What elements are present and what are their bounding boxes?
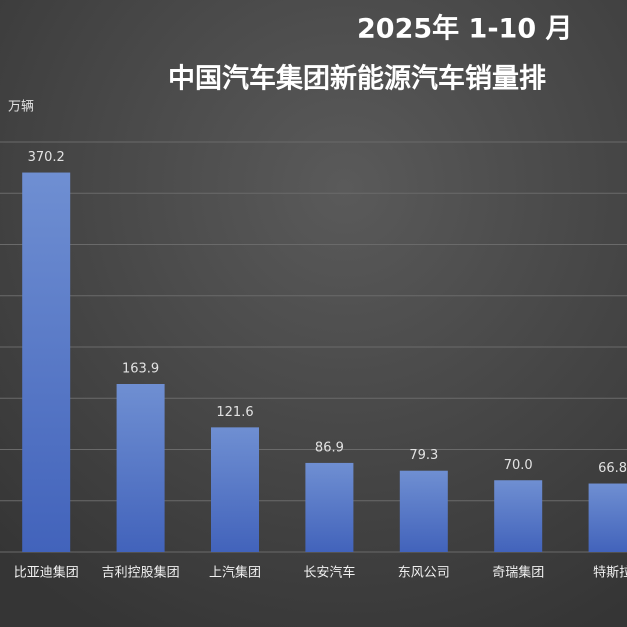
x-tick-label: 上汽集团 — [209, 565, 261, 581]
bar — [22, 172, 71, 553]
x-tick-label: 特斯拉 — [593, 566, 627, 581]
x-tick-label: 吉利控股集团 — [102, 565, 180, 581]
x-tick-label: 长安汽车 — [303, 565, 355, 581]
value-label: 370.2 — [28, 150, 65, 165]
bar — [116, 384, 165, 552]
bar — [399, 470, 448, 552]
x-tick-label: 奇瑞集团 — [492, 565, 544, 581]
y-axis-label: 万辆 — [8, 100, 34, 115]
value-label: 163.9 — [122, 362, 159, 377]
value-label: 121.6 — [216, 405, 253, 420]
bar — [494, 480, 543, 552]
chart-subtitle: 中国汽车集团新能源汽车销量排 — [168, 63, 546, 95]
bar — [588, 483, 627, 552]
bar — [305, 462, 354, 552]
value-label: 86.9 — [315, 440, 344, 455]
value-label: 79.3 — [409, 448, 438, 463]
value-label: 70.0 — [504, 458, 533, 473]
x-tick-label: 东风公司 — [398, 566, 450, 581]
chart-title: 2025年 1-10 月 — [357, 13, 573, 45]
bar — [211, 427, 259, 552]
value-label: 66.8 — [598, 461, 627, 476]
x-tick-label: 比亚迪集团 — [14, 565, 79, 581]
